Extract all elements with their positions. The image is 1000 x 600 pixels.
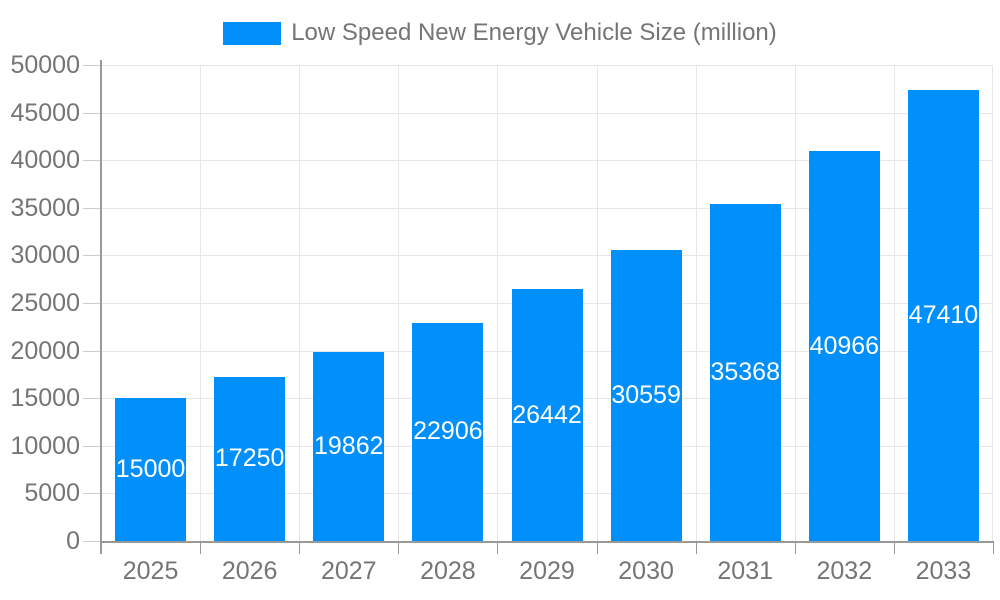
- legend-marker: [223, 21, 282, 45]
- plot-area: 15000 17250 19862 22906 26442 30559 35368 40966…: [101, 65, 993, 541]
- bar: 40966: [808, 151, 880, 541]
- x-axis-label: 2025: [122, 557, 179, 585]
- h-gridline: [101, 65, 993, 66]
- y-axis-line: [100, 60, 102, 554]
- y-tick: [83, 65, 101, 66]
- bar-value-label: 40966: [809, 331, 880, 360]
- y-axis-label: 15000: [10, 384, 80, 413]
- x-tick: [200, 541, 202, 554]
- y-tick: [83, 160, 101, 162]
- x-tick: [893, 541, 895, 554]
- y-axis-label: 5000: [24, 479, 80, 508]
- y-axis-label: 35000: [10, 193, 80, 222]
- bar-value-label: 35368: [710, 358, 780, 387]
- x-tick: [695, 541, 697, 554]
- y-tick: [83, 350, 101, 352]
- bar-value-label: 26442: [512, 400, 582, 429]
- bar-value-label: 17250: [214, 444, 285, 473]
- bar-value-label: 30559: [611, 381, 681, 410]
- bar: 26442: [511, 289, 583, 541]
- v-gridline: [794, 65, 796, 541]
- y-axis-label: 45000: [10, 98, 80, 127]
- x-tick: [299, 541, 301, 554]
- v-gridline: [299, 65, 301, 541]
- bar-value-label: 47410: [908, 300, 979, 329]
- y-axis-label: 10000: [10, 431, 80, 460]
- v-gridline: [497, 65, 499, 541]
- x-axis-label: 2033: [915, 557, 972, 585]
- v-gridline: [596, 65, 598, 541]
- x-tick: [398, 541, 400, 554]
- x-axis-line: [100, 541, 994, 543]
- x-tick: [497, 541, 499, 554]
- y-axis-label: 25000: [10, 289, 80, 317]
- x-axis-label: 2027: [320, 557, 377, 585]
- x-axis-label: 2031: [717, 557, 774, 585]
- x-axis-label: 2030: [618, 557, 674, 585]
- y-tick: [83, 255, 101, 257]
- y-axis-label: 30000: [10, 241, 80, 270]
- x-tick: [596, 541, 598, 554]
- y-axis-label: 0: [66, 527, 80, 555]
- y-axis-label: 20000: [10, 336, 80, 365]
- v-gridline: [893, 65, 895, 541]
- bar: 30559: [610, 250, 682, 541]
- v-gridline: [992, 65, 993, 541]
- y-tick: [83, 207, 101, 209]
- bar: 15000: [115, 398, 187, 541]
- h-gridline: [101, 160, 993, 162]
- v-gridline: [695, 65, 697, 541]
- x-axis-label: 2029: [519, 557, 575, 585]
- bar-value-label: 19862: [314, 431, 384, 460]
- y-tick: [83, 445, 101, 447]
- legend-label: Low Speed New Energy Vehicle Size (milli…: [291, 19, 777, 46]
- x-axis-label: 2032: [816, 557, 873, 585]
- x-axis-label: 2026: [221, 557, 278, 585]
- bar-value-label: 22906: [413, 417, 483, 446]
- bar: 22906: [412, 322, 484, 541]
- y-axis-label: 50000: [10, 51, 80, 79]
- bar: 47410: [907, 89, 979, 541]
- y-tick: [83, 398, 101, 400]
- x-tick: [993, 541, 994, 554]
- bar: 17250: [214, 376, 286, 541]
- v-gridline: [200, 65, 202, 541]
- y-tick: [83, 303, 101, 304]
- bar: 35368: [709, 204, 781, 541]
- y-tick: [83, 541, 101, 542]
- h-gridline: [101, 207, 993, 209]
- x-axis-label: 2028: [420, 557, 476, 585]
- y-tick: [83, 493, 101, 495]
- bar: 19862: [313, 351, 385, 541]
- x-tick: [794, 541, 796, 554]
- h-gridline: [101, 112, 993, 114]
- v-gridline: [398, 65, 400, 541]
- y-axis-label: 40000: [10, 146, 80, 175]
- h-gridline: [101, 255, 993, 257]
- y-tick: [83, 112, 101, 114]
- bar-value-label: 15000: [115, 455, 186, 484]
- legend-item[interactable]: Low Speed New Energy Vehicle Size (milli…: [0, 19, 1000, 47]
